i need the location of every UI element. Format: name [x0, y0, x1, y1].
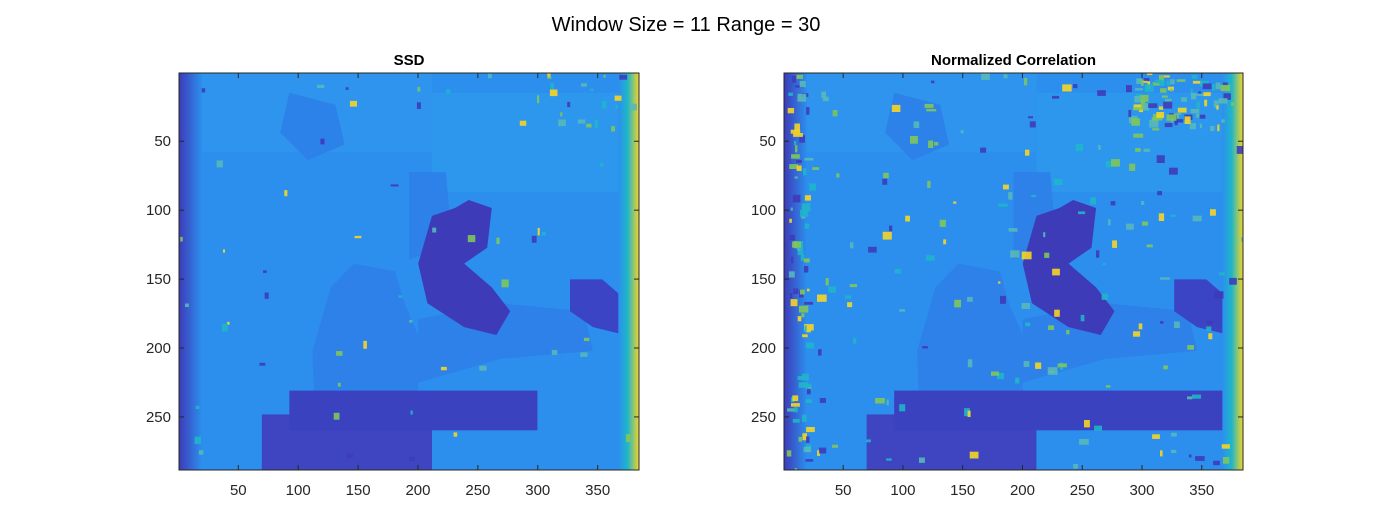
axes-frame-1 [178, 72, 640, 471]
x-tick-label: 150 [346, 482, 371, 499]
heatmap-image-1 [179, 73, 639, 470]
x-tick-label: 150 [950, 482, 975, 499]
x-tick-label: 50 [835, 482, 852, 499]
y-tick-label: 250 [146, 409, 171, 426]
x-tick-label: 100 [286, 482, 311, 499]
x-tick-label: 350 [1189, 482, 1214, 499]
y-tick-label: 200 [751, 340, 776, 357]
y-tick-label: 200 [146, 340, 171, 357]
x-tick-label: 200 [1010, 482, 1035, 499]
y-tick-label: 150 [751, 271, 776, 288]
x-tick-label: 250 [1070, 482, 1095, 499]
x-tick-label: 50 [230, 482, 247, 499]
y-tick-label: 150 [146, 271, 171, 288]
y-tick-label: 100 [751, 202, 776, 219]
axes-frame-2 [783, 72, 1244, 471]
x-tick-label: 350 [585, 482, 610, 499]
axes-title-1: SSD [394, 52, 425, 69]
y-tick-label: 50 [759, 133, 776, 150]
x-tick-label: 250 [465, 482, 490, 499]
y-tick-label: 50 [154, 133, 171, 150]
axes-title-2: Normalized Correlation [931, 52, 1096, 69]
x-tick-label: 300 [525, 482, 550, 499]
figure-title: Window Size = 11 Range = 30 [552, 14, 821, 36]
x-tick-label: 100 [890, 482, 915, 499]
x-tick-label: 300 [1129, 482, 1154, 499]
y-tick-label: 100 [146, 202, 171, 219]
x-tick-label: 200 [405, 482, 430, 499]
y-tick-label: 250 [751, 409, 776, 426]
heatmap-image-2 [784, 73, 1243, 470]
